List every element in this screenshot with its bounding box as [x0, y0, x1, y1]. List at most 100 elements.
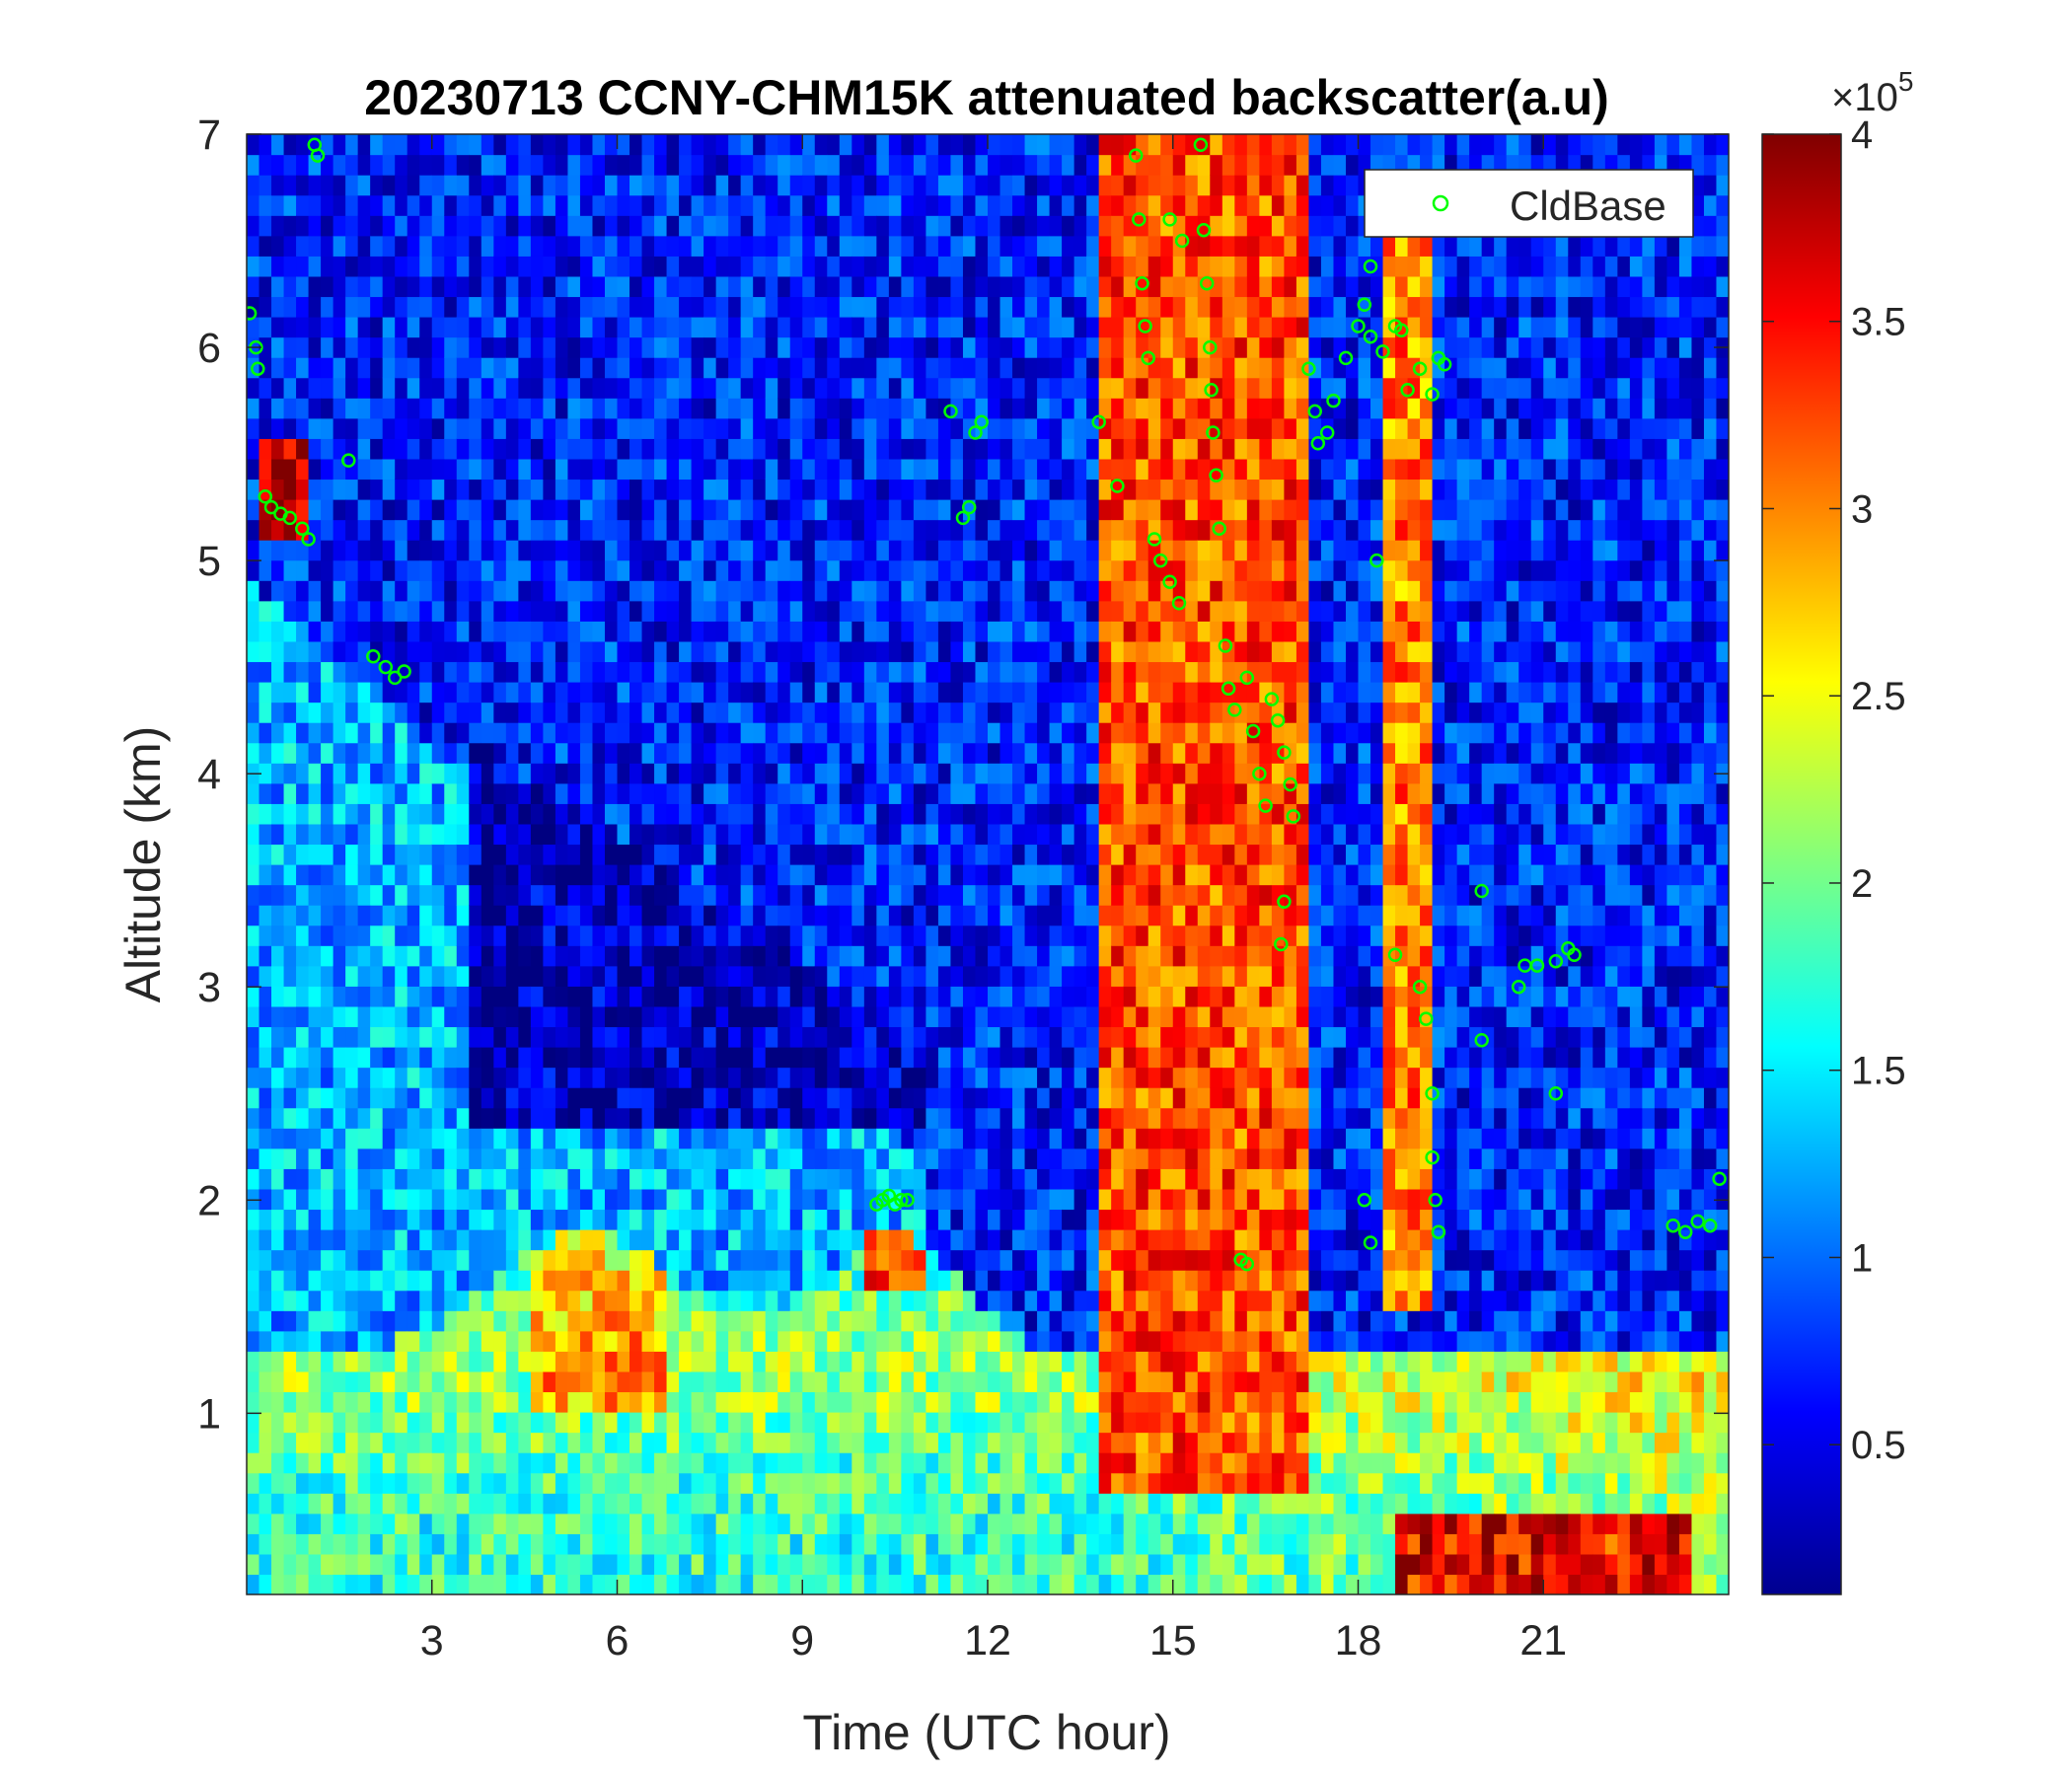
heatmap-cell: [863, 1432, 877, 1453]
heatmap-cell: [937, 1249, 952, 1271]
heatmap-cell: [444, 519, 458, 541]
heatmap-cell: [579, 1412, 594, 1434]
heatmap-cell: [592, 945, 606, 967]
heatmap-cell: [530, 398, 544, 419]
heatmap-cell: [863, 986, 877, 1007]
heatmap-cell: [308, 1412, 322, 1434]
heatmap-cell: [901, 1047, 915, 1069]
heatmap-cell: [530, 621, 544, 642]
heatmap-cell: [913, 905, 927, 926]
heatmap-cell: [555, 336, 569, 358]
heatmap-cell: [777, 600, 791, 622]
heatmap-cell: [419, 682, 433, 703]
heatmap-cell: [543, 1370, 556, 1393]
heatmap-cell: [308, 458, 322, 481]
heatmap-cell: [579, 336, 594, 358]
heatmap-cell: [345, 235, 359, 257]
backscatter-heatmap: [247, 134, 1729, 1594]
heatmap-cell: [1073, 194, 1087, 216]
heatmap-cell: [641, 580, 655, 602]
heatmap-cell: [567, 1493, 581, 1515]
heatmap-cell: [296, 1412, 310, 1434]
heatmap-cell: [419, 621, 433, 642]
heatmap-cell: [1073, 458, 1087, 481]
heatmap-cell: [1086, 1574, 1100, 1594]
heatmap-cell: [481, 1412, 494, 1434]
heatmap-cell: [901, 1452, 915, 1474]
heatmap-cell: [988, 438, 1001, 460]
heatmap-cell: [691, 1432, 704, 1453]
heatmap-cell: [629, 1249, 643, 1271]
heatmap-cell: [567, 702, 581, 723]
heatmap-cell: [666, 1290, 680, 1311]
heatmap-cell: [1086, 194, 1100, 216]
heatmap-cell: [802, 296, 816, 318]
heatmap-cell: [629, 479, 643, 500]
heatmap-cell: [345, 154, 359, 176]
heatmap-cell: [505, 1290, 519, 1311]
heatmap-cell: [802, 1026, 816, 1048]
heatmap-cell: [703, 1351, 717, 1372]
heatmap-cell: [604, 803, 619, 825]
heatmap-cell: [925, 925, 939, 946]
heatmap-cell: [271, 1147, 285, 1169]
heatmap-cell: [950, 1553, 964, 1576]
heatmap-cell: [333, 296, 346, 318]
heatmap-cell: [988, 844, 1001, 865]
heatmap-cell: [395, 763, 408, 784]
heatmap-cell: [579, 945, 594, 967]
heatmap-cell: [876, 1290, 890, 1311]
heatmap-cell: [703, 1188, 717, 1211]
heatmap-cell: [592, 317, 606, 338]
heatmap-cell: [888, 1533, 902, 1555]
heatmap-cell: [604, 1553, 619, 1576]
heatmap-cell: [679, 1452, 693, 1474]
heatmap-cell: [629, 175, 643, 196]
heatmap-cell: [604, 1351, 619, 1372]
heatmap-cell: [505, 1472, 519, 1494]
heatmap-cell: [975, 1147, 989, 1169]
heatmap-cell: [271, 1249, 285, 1271]
heatmap-cell: [259, 1188, 272, 1211]
heatmap-cell: [271, 438, 285, 460]
heatmap-cell: [518, 986, 532, 1007]
heatmap-cell: [753, 1412, 767, 1434]
heatmap-cell: [641, 256, 655, 277]
heatmap-cell: [901, 1472, 915, 1494]
heatmap-cell: [567, 1574, 581, 1594]
heatmap-cell: [579, 215, 594, 237]
heatmap-cell: [876, 175, 890, 196]
heatmap-cell: [975, 559, 989, 581]
heatmap-cell: [456, 884, 470, 906]
heatmap-cell: [321, 823, 334, 846]
heatmap-cell: [530, 1168, 544, 1190]
heatmap-cell: [555, 256, 569, 277]
heatmap-cell: [962, 1310, 977, 1332]
heatmap-cell: [937, 1107, 952, 1129]
heatmap-cell: [555, 1574, 569, 1594]
heatmap-cell: [679, 1270, 693, 1292]
heatmap-cell: [259, 1370, 272, 1393]
heatmap-cell: [321, 317, 334, 338]
heatmap-cell: [975, 154, 989, 176]
heatmap-cell: [703, 1229, 717, 1251]
heatmap-cell: [839, 417, 852, 439]
heatmap-cell: [296, 905, 310, 926]
heatmap-cell: [283, 803, 297, 825]
heatmap-cell: [789, 1370, 803, 1393]
heatmap-cell: [913, 803, 927, 825]
heatmap-cell: [851, 499, 865, 521]
heatmap-cell: [827, 154, 841, 176]
heatmap-cell: [925, 336, 939, 358]
heatmap-cell: [431, 722, 445, 744]
heatmap-cell: [913, 1574, 927, 1594]
heatmap-cell: [629, 1290, 643, 1311]
heatmap-cell: [765, 398, 778, 419]
heatmap-cell: [1086, 1128, 1100, 1149]
heatmap-cell: [505, 702, 519, 723]
heatmap-cell: [802, 1107, 816, 1129]
heatmap-cell: [777, 256, 791, 277]
heatmap-cell: [765, 1513, 778, 1534]
heatmap-cell: [629, 357, 643, 379]
heatmap-cell: [431, 235, 445, 257]
